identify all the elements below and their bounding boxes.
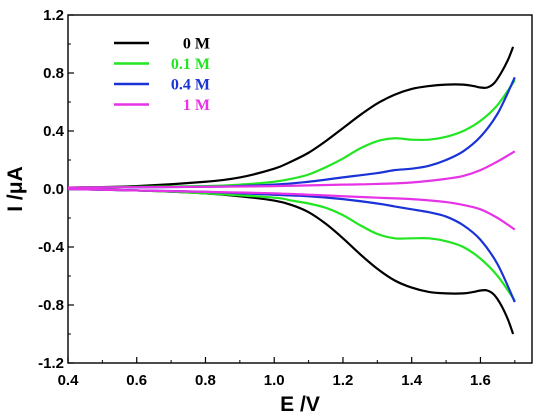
legend-label: 0 M	[183, 36, 210, 53]
x-tick-label: 0.4	[58, 372, 80, 389]
x-tick-label: 1.4	[401, 372, 423, 389]
series-0-m-forward-scan	[67, 46, 515, 189]
tick-labels: 0.4 0.6 0.8 1.0 1.2 1.4 1.6 -1.2 -0.8 -0.4 0.0 0.4 0…	[38, 7, 491, 389]
plot-frame	[67, 14, 533, 364]
series-1-m-forward-scan	[67, 150, 516, 189]
series-curves	[67, 46, 516, 335]
series-0-4-m-forward-scan	[67, 76, 516, 189]
x-tick-label: 1.2	[333, 372, 354, 389]
y-tick-label: 0.0	[43, 181, 64, 198]
y-tick-label: -0.4	[38, 239, 65, 256]
y-tick-label: -1.2	[38, 355, 64, 372]
series-0-1-m-forward-scan	[67, 79, 516, 189]
y-tick-label: 0.8	[43, 65, 64, 82]
tick-marks	[67, 14, 516, 364]
x-tick-label: 1.0	[264, 372, 285, 389]
legend-label: 0.1 M	[171, 56, 210, 73]
y-tick-label: 1.2	[43, 7, 64, 24]
series-0-m-reverse-scan	[67, 187, 515, 335]
x-tick-label: 0.6	[126, 372, 147, 389]
y-tick-label: -0.8	[38, 297, 64, 314]
series-0-1-m-reverse-scan	[67, 187, 516, 302]
y-tick-label: 0.4	[43, 123, 65, 140]
legend-label: 1 M	[183, 97, 210, 114]
legend: 0 M 0.1 M 0.4 M 1 M	[114, 36, 210, 114]
y-axis-title: I /μA	[4, 166, 27, 212]
x-tick-label: 0.8	[195, 372, 216, 389]
series-1-m-reverse-scan	[67, 187, 516, 231]
x-tick-label: 1.6	[470, 372, 491, 389]
x-axis-title: E /V	[280, 393, 320, 416]
legend-label: 0.4 M	[171, 77, 210, 94]
